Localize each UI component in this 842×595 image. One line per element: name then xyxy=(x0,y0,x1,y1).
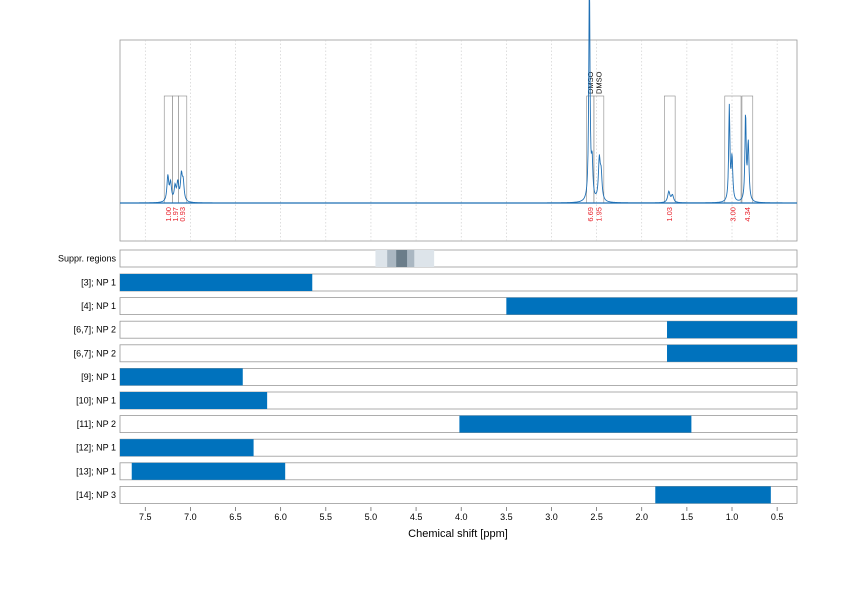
range-bar xyxy=(120,368,243,386)
x-tick-label: 7.0 xyxy=(184,512,197,522)
row-label: [14]; NP 3 xyxy=(76,490,116,500)
x-tick-label: 6.5 xyxy=(229,512,242,522)
x-tick-label: 3.0 xyxy=(545,512,558,522)
row-label: [10]; NP 1 xyxy=(76,396,116,406)
x-tick-label: 7.5 xyxy=(139,512,152,522)
x-axis: Chemical shift [ppm] 7.5 7.0 6.5 6.0 5.5 5.0 4… xyxy=(139,507,783,540)
row-label: [4]; NP 1 xyxy=(81,301,116,311)
row-label: [3]; NP 1 xyxy=(81,278,116,288)
row-label: [6,7]; NP 2 xyxy=(74,348,116,358)
integral-value: 4.34 xyxy=(743,207,752,222)
row-track xyxy=(119,485,798,504)
integral-value: 1.97 xyxy=(171,207,180,222)
row-track xyxy=(119,462,798,481)
integral-value: 3.00 xyxy=(728,207,737,222)
suppressed-regions-label: Suppr. regions xyxy=(58,254,117,264)
range-bar xyxy=(131,462,286,480)
x-tick-label: 0.5 xyxy=(771,512,784,522)
x-tick-label: 4.0 xyxy=(455,512,468,522)
row-label: [13]; NP 1 xyxy=(76,466,116,476)
row-label: [11]; NP 2 xyxy=(77,419,116,429)
region-annotation: DMSO xyxy=(594,71,603,94)
range-rows-panel: [3]; NP 1 [4]; NP 1 [6,7]; NP 2 [6,7]; NP 2… xyxy=(74,273,798,504)
integral-value: 1.00 xyxy=(164,207,173,222)
range-bar xyxy=(120,439,254,457)
range-bar xyxy=(655,486,771,504)
suppressed-regions-panel: Suppr. regions xyxy=(58,249,798,268)
x-tick-label: 6.0 xyxy=(274,512,287,522)
x-tick-label: 1.5 xyxy=(681,512,694,522)
range-bar xyxy=(120,274,313,291)
x-tick-label: 5.5 xyxy=(320,512,333,522)
x-tick-label: 2.5 xyxy=(590,512,603,522)
range-bar xyxy=(459,415,692,433)
range-bar xyxy=(120,392,268,409)
range-bar xyxy=(506,297,797,315)
row-track xyxy=(119,415,798,434)
suppressed-band xyxy=(396,250,408,267)
integral-value: 1.95 xyxy=(594,207,603,222)
x-tick-label: 2.0 xyxy=(635,512,648,522)
row-label: [6,7]; NP 2 xyxy=(74,325,116,335)
row-label: [12]; NP 1 xyxy=(76,443,116,453)
integral-value: 0.93 xyxy=(178,207,187,222)
x-tick-label: 4.5 xyxy=(410,512,423,522)
range-bar xyxy=(667,344,797,362)
x-tick-label: 5.0 xyxy=(365,512,378,522)
x-tick-label: 3.5 xyxy=(500,512,513,522)
row-label: [9]; NP 1 xyxy=(81,372,116,382)
x-tick-label: 1.0 xyxy=(726,512,739,522)
integral-value: 1.03 xyxy=(665,207,674,222)
x-axis-label: Chemical shift [ppm] xyxy=(408,528,508,540)
range-bar xyxy=(667,321,797,339)
spectrum-frame xyxy=(119,39,798,242)
integral-value: 6.69 xyxy=(586,207,595,222)
suppressed-regions-track xyxy=(119,249,798,268)
